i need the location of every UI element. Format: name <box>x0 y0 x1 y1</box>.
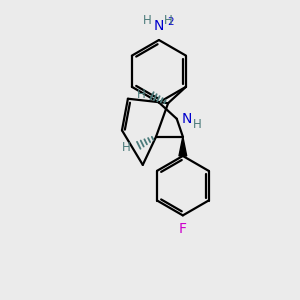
Text: H: H <box>193 118 202 130</box>
Text: H: H <box>143 14 152 27</box>
Text: H: H <box>136 88 145 101</box>
Text: N: N <box>154 20 164 34</box>
Text: H: H <box>122 140 131 154</box>
Polygon shape <box>179 136 187 156</box>
Text: H: H <box>164 14 173 27</box>
Text: N: N <box>182 112 193 126</box>
Text: F: F <box>179 222 187 236</box>
Text: 2: 2 <box>167 17 174 27</box>
